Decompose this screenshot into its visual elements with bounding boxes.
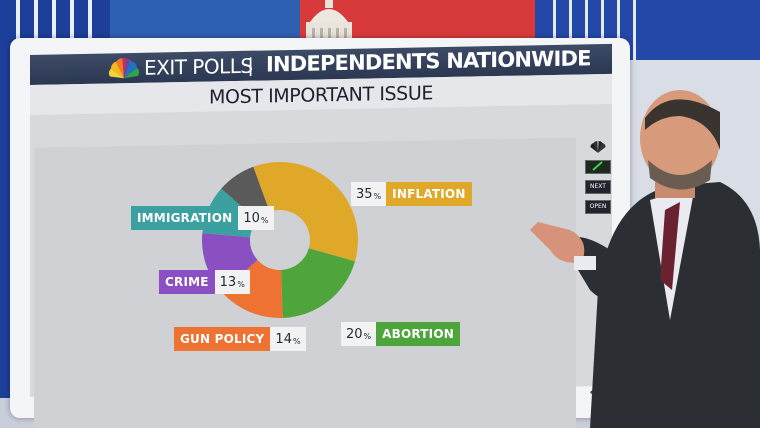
presenter	[530, 90, 760, 428]
label-abortion-value: 20%	[341, 322, 377, 346]
graphic-header: EXIT POLLS | INDEPENDENTS NATIONWIDE MOS…	[30, 43, 612, 121]
open-button[interactable]: OPEN	[585, 200, 611, 214]
side-toolbar: NEXT OPEN	[585, 140, 615, 220]
pen-button[interactable]	[585, 160, 611, 174]
label-inflation-value: 35%	[351, 182, 387, 206]
label-crime-name: CRIME	[159, 270, 215, 294]
donut-slice-inflation[interactable]	[253, 162, 358, 262]
donut-slice-gun-policy[interactable]	[221, 259, 283, 318]
label-immigration-name: IMMIGRATION	[131, 206, 239, 230]
donut-slice-abortion[interactable]	[281, 248, 355, 318]
header-divider: |	[248, 54, 254, 77]
label-gun-policy[interactable]: GUN POLICY 14%	[174, 327, 306, 351]
label-inflation-name: INFLATION	[386, 182, 472, 206]
label-abortion-name: ABORTION	[376, 322, 460, 346]
nbc-peacock-icon	[590, 141, 606, 153]
exit-polls-label: EXIT POLLS	[144, 53, 253, 80]
donut-chart	[202, 162, 358, 318]
pen-icon	[592, 161, 603, 171]
next-button[interactable]: NEXT	[585, 180, 611, 194]
label-crime-value: 13%	[214, 270, 250, 294]
touchscreen: EXIT POLLS | INDEPENDENTS NATIONWIDE MOS…	[30, 43, 612, 428]
nbc-peacock-icon	[108, 57, 140, 79]
label-gun-policy-value: 14%	[270, 327, 306, 351]
label-immigration[interactable]: IMMIGRATION 10%	[131, 206, 274, 230]
label-crime[interactable]: CRIME 13%	[159, 270, 250, 294]
label-abortion[interactable]: 20% ABORTION	[341, 322, 460, 346]
label-inflation[interactable]: 35% INFLATION	[351, 182, 472, 206]
label-immigration-value: 10%	[238, 206, 274, 230]
label-gun-policy-name: GUN POLICY	[174, 327, 271, 351]
